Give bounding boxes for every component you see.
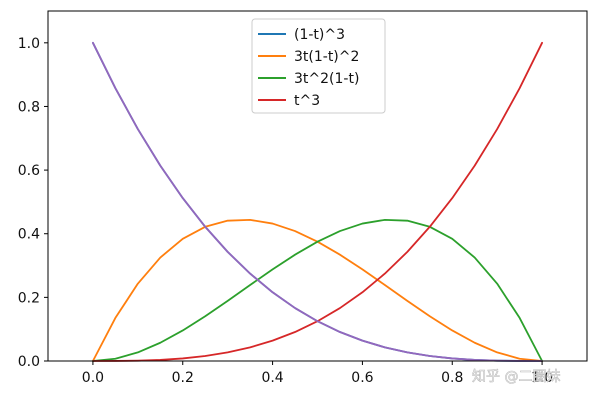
x-tick-label-5: 1.0 xyxy=(531,370,553,386)
legend-label-1: 3t(1-t)^2 xyxy=(294,49,359,65)
legend-box xyxy=(251,18,386,114)
x-tick-label-4: 0.8 xyxy=(441,370,463,386)
axes-frame xyxy=(47,10,588,362)
y-tick-label-2: 0.4 xyxy=(18,227,40,243)
y-tick-label-0: 0.0 xyxy=(18,354,40,370)
watermark-text: 知乎 @二圈妹 xyxy=(472,368,560,385)
series-line-4 xyxy=(92,41,543,362)
x-tick-label-3: 0.6 xyxy=(351,370,373,386)
plot-lines xyxy=(92,41,543,362)
y-tick-label-4: 0.8 xyxy=(18,99,40,115)
series-line-2 xyxy=(92,218,543,362)
y-axis-ticks: 0.0 0.2 0.4 0.6 0.8 1.0 xyxy=(18,36,48,370)
legend: (1-t)^3 3t(1-t)^2 3t^2(1-t) t^3 xyxy=(251,18,386,114)
legend-label-3: t^3 xyxy=(294,93,320,109)
x-tick-label-2: 0.4 xyxy=(261,370,283,386)
x-axis-ticks: 0.0 0.2 0.4 0.6 0.8 1.0 xyxy=(82,361,553,386)
y-tick-label-3: 0.6 xyxy=(18,163,40,179)
legend-label-2: 3t^2(1-t) xyxy=(294,71,359,87)
x-tick-label-1: 0.2 xyxy=(172,370,194,386)
y-tick-label-5: 1.0 xyxy=(18,36,40,52)
legend-label-0: (1-t)^3 xyxy=(294,27,345,43)
x-tick-label-0: 0.0 xyxy=(82,370,104,386)
y-tick-label-1: 0.2 xyxy=(18,290,40,306)
